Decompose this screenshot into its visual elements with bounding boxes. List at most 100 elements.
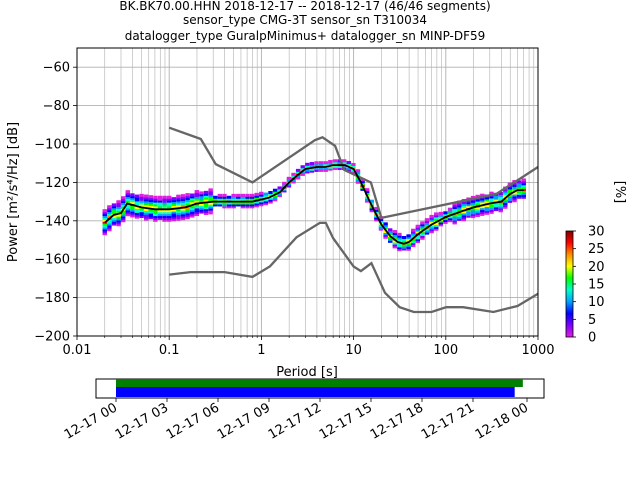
heat-cell [291,174,296,178]
heat-cell [111,214,117,218]
heat-cell [143,211,149,215]
heat-cell [194,211,200,215]
heat-cell [185,208,190,212]
heat-cell [512,197,517,201]
heat-cell [401,243,407,247]
heat-cell [369,199,374,203]
heat-cell [236,201,241,205]
heat-cell [176,215,181,219]
heat-cell [236,193,241,197]
heat-cell [107,214,112,218]
heat-cell [457,206,462,210]
heat-cell [120,211,126,215]
heat-cell [512,195,517,199]
heat-cell [415,226,421,230]
heat-cell [254,200,259,204]
heat-cell [374,206,379,210]
heat-cell [493,206,499,210]
heat-cell [167,201,172,205]
heat-cell [411,228,416,232]
heat-cell [116,215,121,219]
heat-cell [116,205,121,209]
heat-cell [503,201,508,205]
heat-cell [351,163,356,167]
heat-cell [148,204,153,208]
colorbar-tick-label: 20 [588,260,605,275]
heat-cell [249,201,255,205]
heat-cell [309,163,315,167]
heat-cell [203,204,209,208]
heat-cell [167,216,172,220]
heat-cell [498,203,503,207]
heat-cell [355,178,361,182]
heat-cell [392,243,398,247]
heat-cell [351,164,356,168]
heat-cell [516,190,522,193]
heat-cell [190,210,195,214]
heat-cell [369,207,374,211]
heat-cell [240,205,246,209]
heat-cell [148,199,153,203]
heat-cell [401,245,407,249]
colorbar-gradient [565,230,574,338]
heat-cell [130,195,135,199]
heat-cell [424,231,430,235]
heat-cell [194,203,200,207]
heat-cell [411,244,416,248]
heat-cell [153,203,158,207]
heat-cell [107,205,112,209]
heat-cell [411,234,416,238]
heat-cell [130,210,135,214]
heat-cell [489,205,494,209]
heat-cell [475,198,480,202]
heat-cell [134,209,140,213]
heat-cell [249,205,255,209]
heat-cell [130,214,135,218]
heat-cell [162,197,167,201]
heat-cell [447,219,453,223]
heat-cell [254,202,259,206]
heat-cell [162,199,167,203]
heat-cell [102,224,107,228]
heat-cell [102,226,107,230]
heat-cell [116,200,121,204]
heat-cell [480,199,485,203]
heat-cell [374,210,379,214]
y-tick-label: −180 [34,291,70,306]
x-tick-label: 1000 [521,343,554,358]
heat-cell [157,197,163,201]
heat-cell [125,199,130,203]
heat-cell [111,211,117,215]
heat-cell [470,215,476,219]
heat-cell [245,197,250,201]
heat-cell [461,218,467,222]
heat-cell [503,200,508,204]
heat-cell [328,167,333,171]
heat-cell [452,217,457,221]
heat-cell [208,201,213,205]
heat-cell [516,191,522,195]
heat-cell [355,171,361,175]
coverage-tick-label: 12-18 00 [473,400,531,442]
heat-cell [176,194,181,198]
heat-cell [190,201,195,205]
heat-cell [364,190,370,194]
heat-cell [295,170,301,174]
heat-cell [259,195,264,199]
heat-cell [328,161,333,165]
heat-cell [291,172,296,176]
heat-cell [424,221,430,225]
heat-cell [263,198,269,202]
heat-cell [240,193,246,197]
heat-cell [392,241,398,245]
heat-cell [438,213,444,217]
heat-cell [231,197,236,201]
heat-cell [222,205,227,209]
heat-cell [249,197,255,201]
heat-cell [120,213,126,217]
heat-cell [208,211,213,215]
heat-cell [162,218,167,222]
heat-cell [415,240,421,244]
heat-cell [309,167,315,171]
heat-cell [134,200,140,204]
